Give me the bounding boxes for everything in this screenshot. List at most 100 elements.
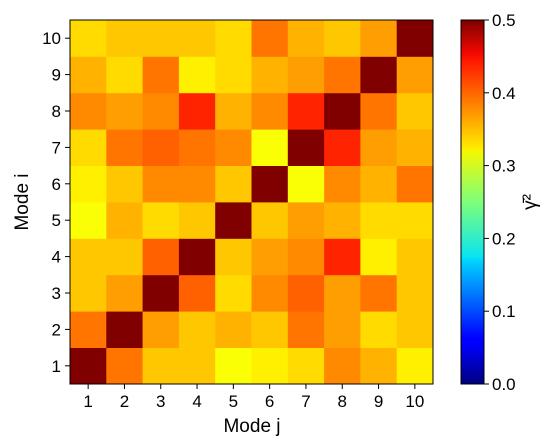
heatmap-cell-6-3 — [142, 165, 180, 203]
x-tick-label: 3 — [156, 392, 165, 411]
heatmap-cell-3-10 — [396, 274, 434, 312]
x-axis-label: Mode j — [223, 416, 280, 437]
heatmap-cell-9-1 — [70, 56, 107, 94]
heatmap-cell-2-6 — [251, 311, 289, 348]
heatmap-cell-3-7 — [287, 274, 325, 312]
y-tick-label: 4 — [52, 248, 61, 267]
heatmap-cell-3-8 — [324, 274, 361, 312]
heatmap-cell-7-6 — [251, 129, 289, 166]
heatmap-cell-6-1 — [70, 165, 107, 203]
heatmap-cell-7-7 — [287, 129, 325, 166]
colorbar-tick-label: 0.3 — [492, 157, 516, 176]
heatmap-cell-4-3 — [142, 238, 180, 276]
heatmap-cell-7-5 — [215, 129, 252, 166]
heatmap-cell-4-8 — [324, 238, 361, 276]
heatmap-cell-9-8 — [324, 56, 361, 94]
heatmap-cell-1-3 — [142, 347, 180, 385]
heatmap-cell-9-10 — [396, 56, 434, 94]
heatmap-cell-8-6 — [251, 92, 289, 130]
heatmap-cell-2-10 — [396, 311, 434, 348]
heatmap-cell-5-1 — [70, 202, 107, 239]
heatmap-cell-10-9 — [360, 20, 398, 57]
x-axis-ticks: 1 2 3 4 5 6 7 8 9 10 — [83, 384, 424, 411]
y-tick-label: 9 — [52, 66, 61, 85]
heatmap-cell-4-2 — [106, 238, 143, 276]
x-tick-label: 6 — [265, 392, 274, 411]
heatmap-cell-10-1 — [70, 20, 107, 57]
x-tick-label: 5 — [229, 392, 238, 411]
heatmap-cell-3-2 — [106, 274, 143, 312]
x-tick-label: 7 — [301, 392, 310, 411]
heatmap-cell-9-6 — [251, 56, 289, 94]
plot-frame — [69, 19, 434, 385]
heatmap-cell-6-4 — [178, 165, 216, 203]
heatmap-cell-7-2 — [106, 129, 143, 166]
x-tick-label: 1 — [83, 392, 92, 411]
heatmap-cell-8-2 — [106, 92, 143, 130]
heatmap-cell-8-7 — [287, 92, 325, 130]
heatmap-cell-6-8 — [324, 165, 361, 203]
heatmap-cell-1-10 — [396, 347, 434, 385]
heatmap-cell-10-8 — [324, 20, 361, 57]
heatmap-cell-6-2 — [106, 165, 143, 203]
x-tick-label: 10 — [405, 392, 424, 411]
heatmap-cell-1-8 — [324, 347, 361, 385]
colorbar-tick-label: 0.0 — [492, 375, 516, 394]
y-tick-label: 3 — [52, 284, 61, 303]
colorbar-tick-label: 0.4 — [492, 84, 516, 103]
heatmap-cell-7-10 — [396, 129, 434, 166]
heatmap-cell-7-1 — [70, 129, 107, 166]
colorbar: 0.0 0.1 0.2 0.3 0.4 0.5 γ̄² — [460, 11, 541, 394]
heatmap-cell-8-1 — [70, 92, 107, 130]
y-tick-label: 5 — [52, 211, 61, 230]
y-tick-label: 8 — [52, 102, 61, 121]
heatmap-cell-8-3 — [142, 92, 180, 130]
heatmap-cell-2-8 — [324, 311, 361, 348]
heatmap-cell-10-5 — [215, 20, 252, 57]
colorbar-tick-label: 0.1 — [492, 302, 516, 321]
y-tick-label: 10 — [42, 29, 61, 48]
heatmap-cell-2-2 — [106, 311, 143, 348]
heatmap-cell-1-1 — [70, 347, 107, 385]
y-tick-label: 2 — [52, 320, 61, 339]
heatmap-cell-2-3 — [142, 311, 180, 348]
heatmap-cell-3-4 — [178, 274, 216, 312]
heatmap-cell-4-1 — [70, 238, 107, 276]
heatmap-cell-8-10 — [396, 92, 434, 130]
heatmap-cell-6-6 — [251, 165, 289, 203]
colorbar-tick-label: 0.5 — [492, 11, 516, 30]
heatmap-cell-7-4 — [178, 129, 216, 166]
heatmap-cell-1-5 — [215, 347, 252, 385]
heatmap-cell-7-8 — [324, 129, 361, 166]
heatmap-cell-5-3 — [142, 202, 180, 239]
heatmap-cell-10-7 — [287, 20, 325, 57]
heatmap-cell-1-2 — [106, 347, 143, 385]
heatmap-cell-9-3 — [142, 56, 180, 94]
y-axis-label: Mode i — [12, 173, 33, 230]
y-axis-ticks: 1 2 3 4 5 6 7 8 9 10 — [42, 29, 70, 376]
heatmap-cell-6-7 — [287, 165, 325, 203]
heatmap-cell-5-9 — [360, 202, 398, 239]
colorbar-gradient — [460, 19, 485, 385]
heatmap-cell-3-9 — [360, 274, 398, 312]
heatmap-cells — [70, 20, 434, 385]
heatmap-cell-5-2 — [106, 202, 143, 239]
heatmap-cell-6-10 — [396, 165, 434, 203]
heatmap-cell-10-10 — [396, 20, 434, 57]
heatmap-cell-10-3 — [142, 20, 180, 57]
heatmap-cell-1-9 — [360, 347, 398, 385]
heatmap-cell-4-5 — [215, 238, 252, 276]
heatmap-cell-3-1 — [70, 274, 107, 312]
heatmap-cell-2-7 — [287, 311, 325, 348]
heatmap-cell-3-6 — [251, 274, 289, 312]
heatmap-cell-4-9 — [360, 238, 398, 276]
heatmap-cell-10-2 — [106, 20, 143, 57]
x-tick-label: 9 — [374, 392, 383, 411]
heatmap-cell-5-8 — [324, 202, 361, 239]
heatmap-cell-1-7 — [287, 347, 325, 385]
heatmap-cell-6-9 — [360, 165, 398, 203]
heatmap-cell-4-7 — [287, 238, 325, 276]
colorbar-tick-label: 0.2 — [492, 229, 516, 248]
heatmap-cell-4-4 — [178, 238, 216, 276]
